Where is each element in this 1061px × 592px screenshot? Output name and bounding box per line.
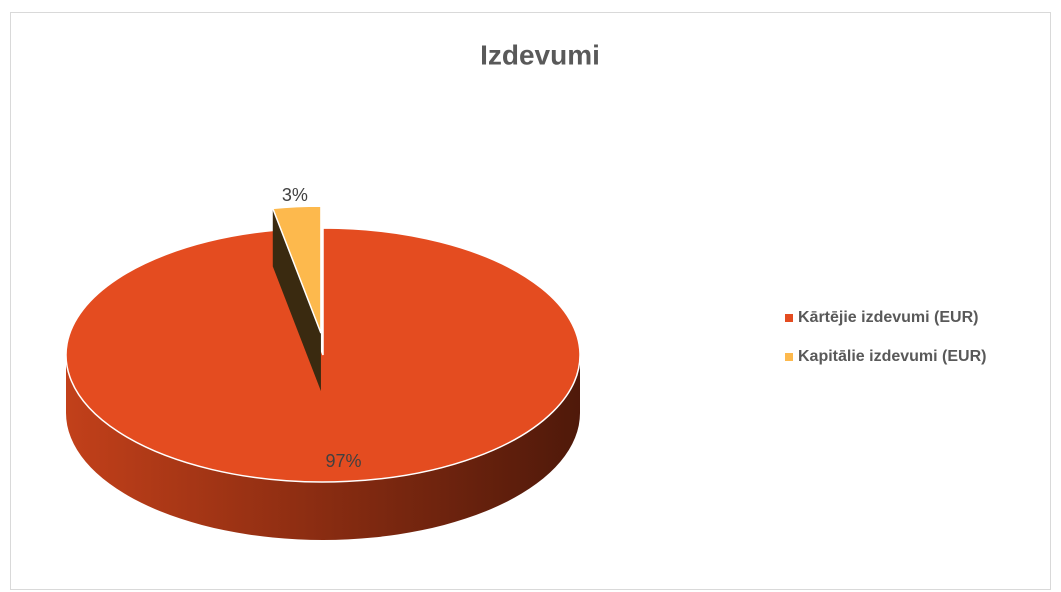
chart-title: Izdevumi: [480, 39, 600, 70]
data-label: 3%: [282, 185, 308, 205]
pie-slice: [65, 227, 581, 483]
legend-swatch: [785, 353, 793, 361]
legend-swatch: [785, 314, 793, 322]
legend-label: Kapitālie izdevumi (EUR): [798, 348, 986, 365]
slice-side: [66, 355, 580, 540]
legend-label: Kārtējie izdevumi (EUR): [798, 309, 978, 326]
data-label: 97%: [326, 451, 362, 471]
slice-cut-face: [272, 208, 321, 392]
pie-slice: [271, 205, 322, 334]
